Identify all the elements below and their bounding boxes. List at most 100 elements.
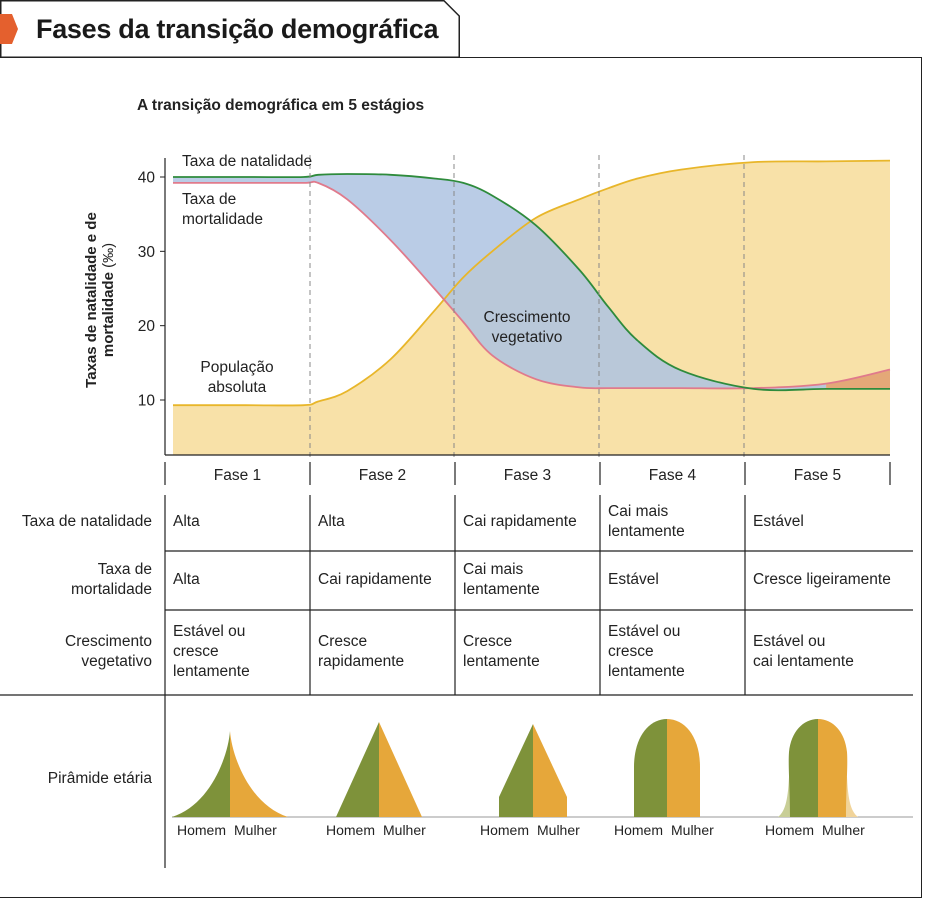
pyramid-1-female (230, 731, 288, 817)
table-cell-line: Alta (173, 571, 200, 588)
pyramid-5-female-label: Mulher (822, 822, 865, 838)
table-grid (0, 495, 913, 868)
pyramid-5-male-label: Homem (765, 822, 814, 838)
y-axis-label: Taxas de natalidade e de mortalidade (‰) (83, 212, 117, 388)
table-cell-line: Cresce (463, 633, 513, 650)
annotation-crescimento-line1: Crescimento (484, 309, 571, 326)
page-title: Fases da transição demográfica (36, 14, 439, 44)
annotation-crescimento-line2: vegetativo (492, 329, 563, 346)
table-cell-line: lentamente (608, 523, 685, 540)
pyramid-3-female (533, 724, 567, 817)
table-cell: Cai mais lentamente (608, 502, 685, 542)
population-line (173, 159, 891, 407)
y-axis-label-line1: Taxas de natalidade e de (83, 212, 100, 388)
row-header-3: Crescimento vegetativo (2, 632, 152, 672)
pyramid-4-female (667, 719, 700, 817)
phase-label-5: Fase 5 (794, 467, 841, 484)
annotation-mortalidade-line1: Taxa de (182, 191, 236, 208)
row-header-line: Taxa de natalidade (21, 513, 152, 530)
pyramid-2-male (336, 722, 379, 817)
table-cell-line: Cresce (318, 633, 368, 650)
pyramid-4-male (634, 719, 667, 817)
row-header-2: Taxa de mortalidade (2, 560, 152, 600)
table-cell-line: Estável (608, 571, 659, 588)
table-cell: Estável ou cresce lentamente (173, 622, 250, 682)
pyramid-5-male (788, 719, 818, 817)
y-tick-label-40: 40 (138, 170, 156, 187)
phase-label-1: Fase 1 (214, 467, 261, 484)
pyramid-4-female-label: Mulher (671, 822, 714, 838)
pyramids: Homem Mulher Homem Mulher Homem Mulher Homem Mu… (172, 719, 913, 838)
pyramid-2-male-label: Homem (326, 822, 375, 838)
pyramid-3-female-label: Mulher (537, 822, 580, 838)
pyramid-1-female-label: Mulher (234, 822, 277, 838)
table-cell: Estável (608, 570, 659, 590)
row-header-line: mortalidade (71, 581, 152, 598)
row-header-1: Taxa de natalidade (2, 512, 152, 532)
table-cell-line: Cai mais (463, 561, 524, 578)
svg-text:Taxas de natalidade e de: Taxas de natalidade e de (83, 212, 100, 388)
table-cell: Cai mais lentamente (463, 560, 540, 600)
y-axis-unit: (‰) (100, 243, 117, 268)
table-cell-line: cai lentamente (753, 653, 854, 670)
pyramid-1-male (172, 731, 230, 817)
table-cell-line: Alta (318, 513, 345, 530)
table-cell-line: lentamente (173, 663, 250, 680)
table-cell-line: lentamente (463, 581, 540, 598)
table-cell: Alta (173, 512, 200, 532)
phase-label-3: Fase 3 (504, 467, 551, 484)
content-frame (0, 57, 922, 898)
annotation-populacao-line1: População (200, 359, 273, 376)
table-cell-line: Alta (173, 513, 200, 530)
table-cell-line: Estável ou (753, 633, 826, 650)
pyramid-5-female (818, 719, 848, 817)
annotation-natalidade: Taxa de natalidade (182, 153, 312, 170)
table-cell-line: cresce (173, 643, 219, 660)
accent-arrow (0, 14, 18, 44)
y-axis-label-line2: mortalidade (100, 268, 117, 357)
annotation-populacao-line2: absoluta (208, 379, 267, 396)
table-cell: Cresce rapidamente (318, 632, 404, 672)
row-header-line: Taxa de (97, 561, 152, 578)
table-cell-line: lentamente (608, 663, 685, 680)
table-cell: Cai rapidamente (463, 512, 577, 532)
table-cell-line: cresce (608, 643, 654, 660)
table-cell-line: Cai rapidamente (318, 571, 432, 588)
pyramid-1-male-label: Homem (177, 822, 226, 838)
table-cell: Alta (173, 570, 200, 590)
table-cell-line: Cresce ligeiramente (753, 571, 891, 588)
mortality-line (173, 180, 891, 390)
natality-line (172, 173, 890, 392)
table-cell: Cresce ligeiramente (753, 570, 891, 590)
table-cell: Cai rapidamente (318, 570, 432, 590)
phase-label-2: Fase 2 (359, 467, 406, 484)
table-cell: Cresce lentamente (463, 632, 540, 672)
table-cell-line: Cai mais (608, 503, 669, 520)
table-cell-line: Estável ou (608, 623, 681, 640)
row-header-line: Crescimento (65, 633, 152, 650)
phase-label-4: Fase 4 (649, 467, 697, 484)
y-tick-label-10: 10 (138, 393, 156, 410)
table-cell: Estável (753, 512, 804, 532)
pyramid-3-male-label: Homem (480, 822, 529, 838)
pyramid-2-female-label: Mulher (383, 822, 426, 838)
chart-title: A transição demográfica em 5 estágios (137, 97, 425, 114)
table-cell-line: Cai rapidamente (463, 513, 577, 530)
table-cell: Alta (318, 512, 345, 532)
pyramid-2-female (379, 722, 422, 817)
pyramid-row-header: Pirâmide etária (47, 770, 152, 787)
table-cell-line: Estável (753, 513, 804, 530)
vegetative-growth-area (173, 174, 827, 391)
table-cell: Estável ou cai lentamente (753, 632, 854, 672)
y-tick-label-30: 30 (138, 244, 156, 261)
title-tab (0, 0, 460, 58)
table-cell: Estável ou cresce lentamente (608, 622, 685, 682)
pyramid-4-male-label: Homem (614, 822, 663, 838)
y-tick-label-20: 20 (138, 318, 156, 335)
table-cell-line: rapidamente (318, 653, 405, 670)
table-cell-line: Estável ou (173, 623, 246, 640)
svg-text:mortalidade (‰): mortalidade (‰) (100, 243, 117, 357)
table-cell-line: lentamente (463, 653, 540, 670)
pyramid-3-male (499, 724, 533, 817)
